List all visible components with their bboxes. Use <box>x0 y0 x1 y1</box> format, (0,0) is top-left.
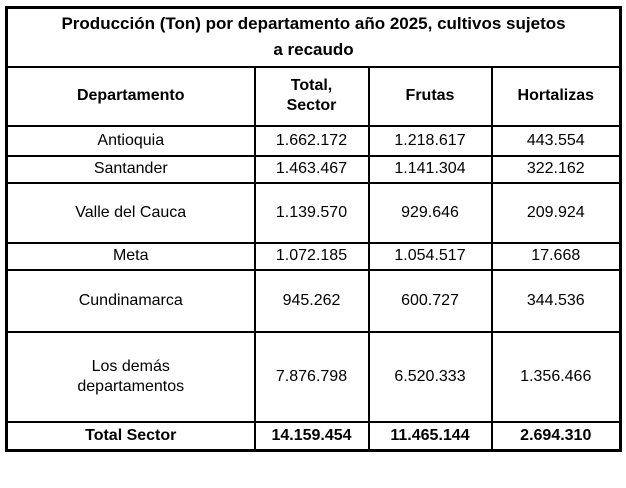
column-header-total-sector: Total, Sector <box>253 65 370 127</box>
total-sector-total-cell: 14.159.454 <box>253 420 370 452</box>
column-header-hortalizas: Hortalizas <box>490 65 622 127</box>
column-header-departamento: Departamento <box>5 65 256 127</box>
frutas-cell: 1.054.517 <box>367 241 493 271</box>
frutas-cell: 1.218.617 <box>367 124 493 157</box>
hortalizas-cell: 209.924 <box>490 181 622 244</box>
total-sector-cell: 7.876.798 <box>253 330 370 423</box>
table-title: Producción (Ton) por departamento año 20… <box>5 6 622 68</box>
table-row-cundinamarca: Cundinamarca 945.262 600.727 344.536 <box>5 268 622 333</box>
department-cell: Cundinamarca <box>5 268 256 333</box>
table-row-santander: Santander 1.463.467 1.141.304 322.162 <box>5 154 622 184</box>
frutas-total-cell: 11.465.144 <box>367 420 493 452</box>
table-row-los-demas-departamentos: Los demás departamentos 7.876.798 6.520.… <box>5 330 622 423</box>
department-cell: Antioquia <box>5 124 256 157</box>
table-row-total-sector: Total Sector 14.159.454 11.465.144 2.694… <box>5 420 622 452</box>
total-sector-cell: 1.072.185 <box>253 241 370 271</box>
frutas-cell: 929.646 <box>367 181 493 244</box>
total-sector-cell: 1.662.172 <box>253 124 370 157</box>
hortalizas-cell: 1.356.466 <box>490 330 622 423</box>
frutas-cell: 1.141.304 <box>367 154 493 184</box>
total-sector-cell: 945.262 <box>253 268 370 333</box>
department-cell: Santander <box>5 154 256 184</box>
hortalizas-cell: 443.554 <box>490 124 622 157</box>
hortalizas-cell: 322.162 <box>490 154 622 184</box>
total-label-cell: Total Sector <box>5 420 256 452</box>
production-table: Producción (Ton) por departamento año 20… <box>5 6 623 453</box>
total-sector-cell: 1.463.467 <box>253 154 370 184</box>
frutas-cell: 6.520.333 <box>367 330 493 423</box>
department-cell: Valle del Cauca <box>5 181 256 244</box>
hortalizas-cell: 344.536 <box>490 268 622 333</box>
department-cell: Meta <box>5 241 256 271</box>
frutas-cell: 600.727 <box>367 268 493 333</box>
table-header-row: Departamento Total, Sector Frutas Hortal… <box>5 65 622 127</box>
total-sector-cell: 1.139.570 <box>253 181 370 244</box>
table-row-meta: Meta 1.072.185 1.054.517 17.668 <box>5 241 622 271</box>
production-table-container: Producción (Ton) por departamento año 20… <box>5 6 623 453</box>
column-header-frutas: Frutas <box>367 65 493 127</box>
hortalizas-total-cell: 2.694.310 <box>490 420 622 452</box>
hortalizas-cell: 17.668 <box>490 241 622 271</box>
department-cell: Los demás departamentos <box>5 330 256 423</box>
table-row-antioquia: Antioquia 1.662.172 1.218.617 443.554 <box>5 124 622 157</box>
table-title-row: Producción (Ton) por departamento año 20… <box>5 6 622 68</box>
table-row-valle-del-cauca: Valle del Cauca 1.139.570 929.646 209.92… <box>5 181 622 244</box>
